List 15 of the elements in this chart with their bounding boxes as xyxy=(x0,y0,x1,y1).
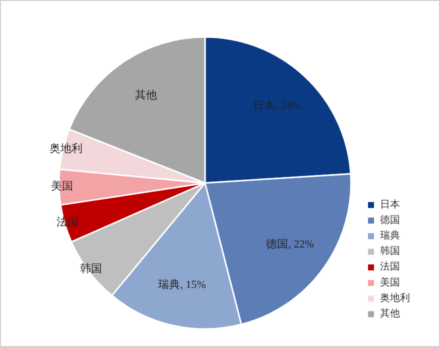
data-label: 美国 xyxy=(50,180,73,193)
data-label: 日本, 24% xyxy=(253,98,301,112)
legend-label: 法国 xyxy=(380,260,400,273)
legend-label: 日本 xyxy=(380,198,400,210)
legend-label: 其他 xyxy=(380,307,400,320)
data-label: 瑞典, 15% xyxy=(158,278,206,292)
data-label: 奥地利 xyxy=(49,142,82,156)
legend-label: 韩国 xyxy=(380,245,400,258)
legend-label: 奥地利 xyxy=(380,292,410,304)
legend-label: 德国 xyxy=(380,214,400,226)
data-label: 其他 xyxy=(134,88,157,102)
legend-label: 瑞典 xyxy=(380,229,400,242)
data-label: 韩国 xyxy=(80,262,102,275)
data-label: 德国, 22% xyxy=(266,238,314,250)
legend-label: 美国 xyxy=(380,276,400,288)
